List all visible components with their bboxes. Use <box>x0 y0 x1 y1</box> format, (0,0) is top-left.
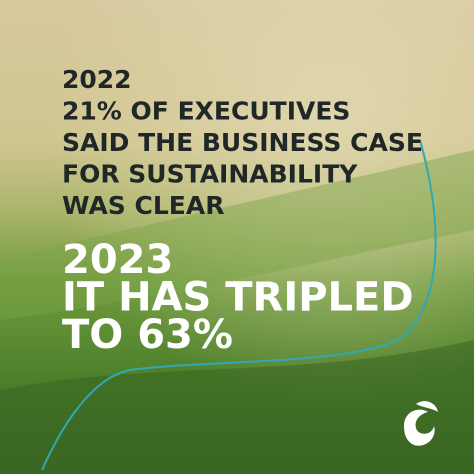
text-line: 2022 <box>62 65 132 94</box>
logo <box>404 401 438 446</box>
text-line: TO 63% <box>62 312 233 358</box>
text-line: SAID THE BUSINESS CASE <box>62 128 423 157</box>
hill <box>0 150 474 320</box>
teal-curve <box>41 139 437 471</box>
text-line: 2023 <box>62 237 173 283</box>
text-line: FOR SUSTAINABILITY <box>62 160 358 189</box>
text-line: WAS CLEAR <box>62 191 224 220</box>
text-line: IT HAS TRIPLED <box>62 275 414 321</box>
text-line: 21% OF EXECUTIVES <box>62 97 350 126</box>
hill <box>0 340 474 474</box>
